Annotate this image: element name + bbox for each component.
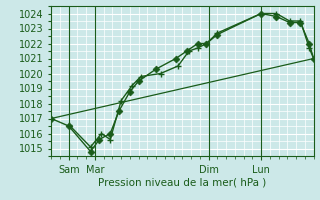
X-axis label: Pression niveau de la mer( hPa ): Pression niveau de la mer( hPa ) xyxy=(98,178,267,188)
